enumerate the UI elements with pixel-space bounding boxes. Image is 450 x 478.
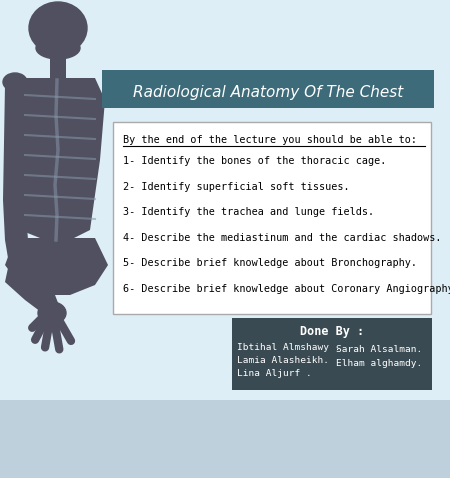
Ellipse shape [29, 2, 87, 54]
Text: Radiological Anatomy Of The Chest: Radiological Anatomy Of The Chest [133, 85, 403, 99]
FancyBboxPatch shape [0, 400, 450, 478]
Text: Done By :: Done By : [300, 326, 364, 338]
FancyBboxPatch shape [113, 122, 431, 314]
Text: Ibtihal Almshawy .: Ibtihal Almshawy . [237, 343, 341, 351]
Text: 4- Describe the mediastinum and the cardiac shadows.: 4- Describe the mediastinum and the card… [123, 232, 441, 242]
Polygon shape [3, 85, 30, 275]
Ellipse shape [36, 37, 80, 59]
FancyBboxPatch shape [102, 70, 434, 108]
Text: By the end of the lecture you should be able to:: By the end of the lecture you should be … [123, 135, 417, 145]
Polygon shape [5, 268, 60, 315]
Text: Lamia Alasheikh.: Lamia Alasheikh. [237, 356, 329, 365]
Text: Lina Aljurf .: Lina Aljurf . [237, 369, 312, 379]
Text: Elham alghamdy.: Elham alghamdy. [336, 359, 422, 368]
FancyBboxPatch shape [232, 318, 432, 390]
Text: 3- Identify the trachea and lunge fields.: 3- Identify the trachea and lunge fields… [123, 207, 374, 217]
Ellipse shape [38, 302, 66, 324]
Text: 5- Describe brief knowledge about Bronchography.: 5- Describe brief knowledge about Bronch… [123, 258, 417, 268]
Text: 1- Identify the bones of the thoracic cage.: 1- Identify the bones of the thoracic ca… [123, 156, 387, 166]
Text: 2- Identify superficial soft tissues.: 2- Identify superficial soft tissues. [123, 182, 350, 192]
FancyBboxPatch shape [50, 58, 66, 80]
Ellipse shape [3, 73, 27, 91]
Polygon shape [5, 238, 108, 295]
Text: 6- Describe brief knowledge about Coronary Angiography: 6- Describe brief knowledge about Corona… [123, 283, 450, 293]
Polygon shape [8, 78, 105, 240]
Text: Sarah Alsalman.: Sarah Alsalman. [336, 346, 422, 355]
